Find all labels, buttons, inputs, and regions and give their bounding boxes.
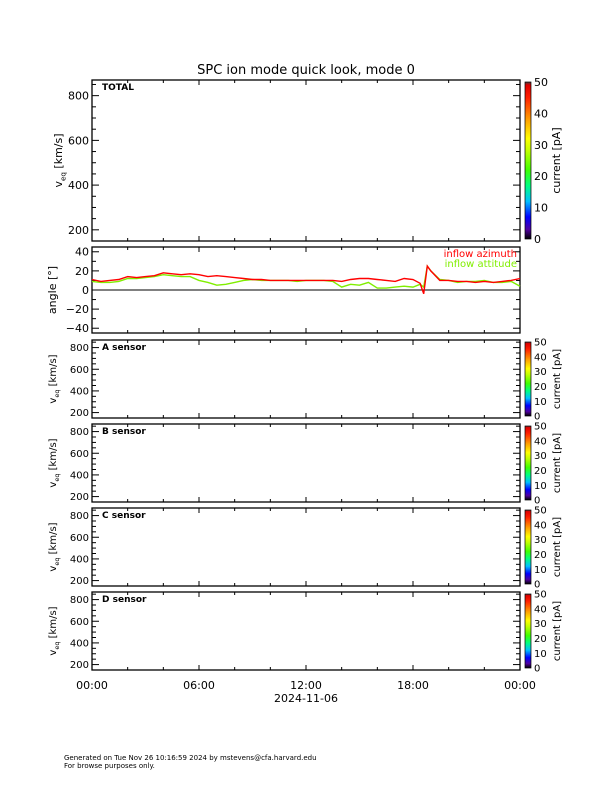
y-tick-label: 800: [70, 595, 89, 606]
x-tick-label: 00:00: [504, 679, 536, 692]
footer-generated: Generated on Tue Nov 26 10:16:59 2024 by…: [64, 754, 317, 762]
panel-frame: [91, 339, 521, 419]
colorbar: [524, 425, 532, 501]
y-tick-label: 200: [70, 660, 89, 671]
y-tick-label: 600: [70, 365, 89, 376]
colorbar-tick-label: 50: [534, 422, 547, 433]
y-tick-label: 600: [70, 533, 89, 544]
y-tick-label: −20: [66, 303, 89, 316]
x-tick-label: 18:00: [397, 679, 429, 692]
y-tick-label: 200: [70, 408, 89, 419]
colorbar-tick-label: 0: [534, 233, 541, 246]
colorbar-tick-label: 50: [534, 590, 547, 601]
panel-label: A sensor: [102, 343, 147, 353]
y-axis-label: veq [km/s]: [52, 133, 67, 187]
colorbar-tick-label: 10: [534, 397, 547, 408]
y-tick-label: 40: [75, 246, 89, 259]
y-tick-label: 400: [68, 179, 89, 192]
y-tick-label: 200: [70, 492, 89, 503]
y-axis-label: angle [°]: [46, 266, 59, 314]
footer-note: For browse purposes only.: [64, 762, 155, 770]
y-tick-label: −40: [66, 322, 89, 335]
colorbar-label: current [pA]: [552, 433, 563, 493]
y-tick-label: 400: [70, 387, 89, 398]
colorbar-label: current [pA]: [552, 349, 563, 409]
legend-entry: inflow azimuth: [444, 249, 517, 260]
colorbar-tick-label: 30: [534, 367, 547, 378]
colorbar-tick-label: 30: [534, 535, 547, 546]
panel-label: C sensor: [102, 511, 146, 521]
x-tick-label: 12:00: [290, 679, 322, 692]
colorbar: [524, 81, 532, 240]
colorbar-tick-label: 40: [534, 352, 547, 363]
y-tick-label: 400: [70, 471, 89, 482]
y-tick-label: 200: [68, 224, 89, 237]
colorbar-tick-label: 20: [534, 634, 547, 645]
y-tick-label: 600: [70, 449, 89, 460]
y-tick-label: 200: [70, 576, 89, 587]
colorbar-tick-label: 10: [534, 481, 547, 492]
colorbar-tick-label: 50: [534, 338, 547, 349]
panel-frame: [91, 423, 521, 503]
y-tick-label: 600: [68, 134, 89, 147]
colorbar-tick-label: 20: [534, 550, 547, 561]
panel-label: B sensor: [102, 427, 146, 437]
colorbar: [524, 509, 532, 585]
colorbar-tick-label: 30: [534, 451, 547, 462]
y-tick-label: 800: [70, 511, 89, 522]
x-tick-label: 06:00: [183, 679, 215, 692]
colorbar-tick-label: 20: [534, 170, 548, 183]
y-tick-label: 20: [75, 265, 89, 278]
panel-label: D sensor: [102, 595, 147, 605]
y-tick-label: 400: [70, 639, 89, 650]
panel-label: TOTAL: [102, 83, 134, 93]
colorbar-tick-label: 30: [534, 619, 547, 630]
x-date-label: 2024-11-06: [274, 692, 338, 705]
colorbar-tick-label: 20: [534, 466, 547, 477]
panel-frame: [91, 79, 521, 242]
colorbar-tick-label: 0: [534, 664, 540, 675]
colorbar-tick-label: 50: [534, 76, 548, 89]
colorbar-tick-label: 0: [534, 412, 540, 423]
colorbar-tick-label: 10: [534, 565, 547, 576]
y-tick-label: 800: [70, 427, 89, 438]
y-axis-label: veq [km/s]: [48, 354, 61, 403]
colorbar-label: current [pA]: [552, 517, 563, 577]
colorbar: [524, 341, 532, 417]
colorbar-tick-label: 10: [534, 202, 548, 215]
colorbar-tick-label: 0: [534, 580, 540, 591]
colorbar-tick-label: 10: [534, 649, 547, 660]
series-inflow-azimuth: [91, 264, 521, 295]
colorbar-label: current [pA]: [550, 127, 563, 193]
x-tick-label: 00:00: [76, 679, 108, 692]
y-tick-label: 0: [82, 284, 89, 297]
y-axis-label: veq [km/s]: [48, 606, 61, 655]
colorbar-tick-label: 40: [534, 107, 548, 120]
chart-title: SPC ion mode quick look, mode 0: [197, 63, 415, 78]
panel-frame: [91, 591, 521, 671]
colorbar-tick-label: 30: [534, 139, 548, 152]
colorbar-tick-label: 20: [534, 382, 547, 393]
legend-entry: inflow attitude: [445, 259, 517, 270]
colorbar-tick-label: 40: [534, 436, 547, 447]
colorbar-label: current [pA]: [552, 601, 563, 661]
y-axis-label: veq [km/s]: [48, 438, 61, 487]
footer: Generated on Tue Nov 26 10:16:59 2024 by…: [64, 754, 317, 770]
panel-frame: [91, 507, 521, 587]
colorbar-tick-label: 40: [534, 604, 547, 615]
y-tick-label: 400: [70, 555, 89, 566]
y-axis-label: veq [km/s]: [48, 522, 61, 571]
colorbar-tick-label: 40: [534, 520, 547, 531]
y-tick-label: 800: [68, 90, 89, 103]
colorbar-tick-label: 0: [534, 496, 540, 507]
y-tick-label: 800: [70, 343, 89, 354]
y-tick-label: 600: [70, 617, 89, 628]
colorbar-tick-label: 50: [534, 506, 547, 517]
colorbar: [524, 593, 532, 669]
